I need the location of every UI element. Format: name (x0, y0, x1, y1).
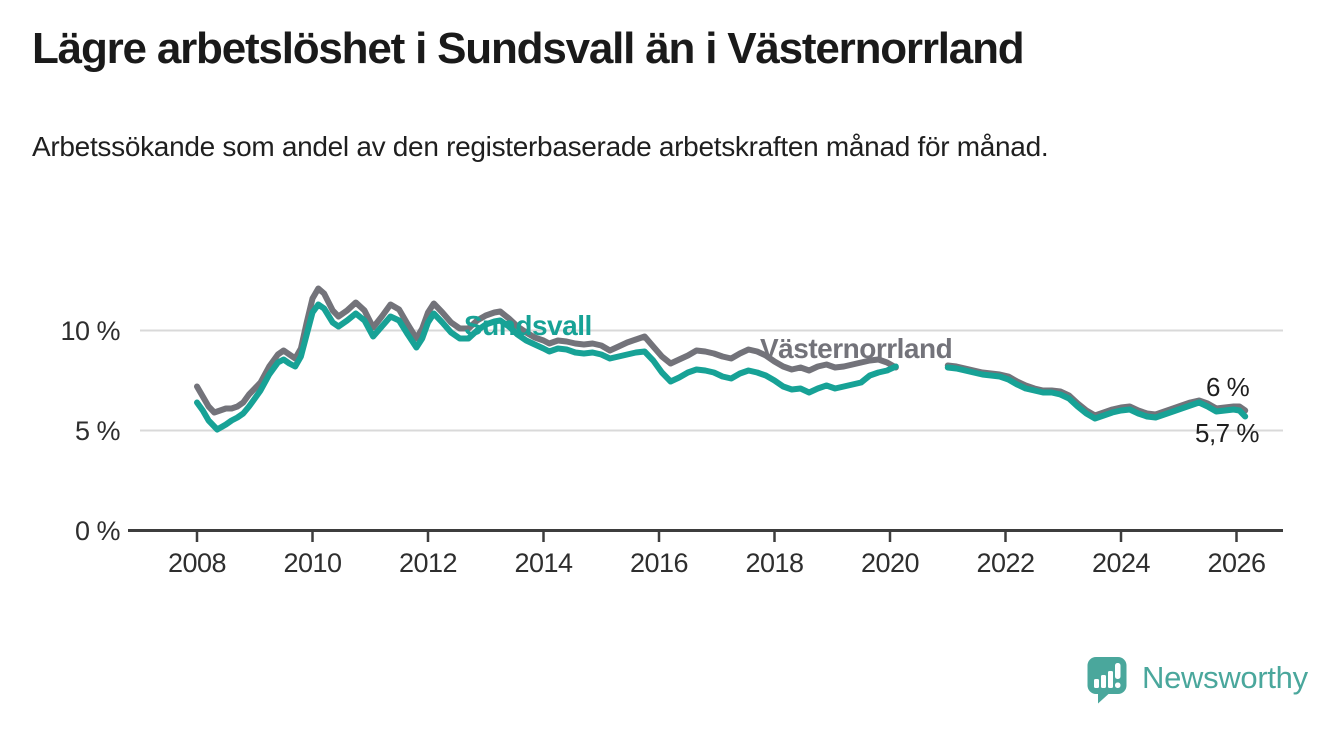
series-label-sundsvall: Sundsvall (464, 310, 592, 341)
x-tick-label-2016: 2016 (629, 548, 689, 578)
end-value-label-sundsvall: 5,7 % (1195, 418, 1260, 448)
x-tick-label-2008: 2008 (167, 548, 227, 578)
x-tick-label-2018: 2018 (745, 548, 804, 578)
x-tick-label-2014: 2014 (514, 548, 573, 578)
västernorrland-line (194, 285, 899, 416)
newsworthy-logo-icon (1087, 657, 1127, 704)
sundsvall-line (194, 301, 899, 433)
x-tick-label-2024: 2024 (1091, 548, 1151, 578)
y-tick-label-10: 10 % (60, 315, 120, 346)
end-value-label-vasternorrland: 6 % (1206, 372, 1250, 402)
x-tick-label-2012: 2012 (398, 548, 458, 578)
page-title: Lägre arbetslöshet i Sundsvall än i Väst… (32, 24, 1025, 73)
x-tick-label-2010: 2010 (283, 548, 342, 578)
x-tick-label-2020: 2020 (860, 548, 920, 578)
newsworthy-brand: Newsworthy (1086, 656, 1308, 706)
x-tick-label-2026: 2026 (1207, 548, 1266, 578)
x-tick-label-2022: 2022 (976, 548, 1035, 578)
series-label-vasternorrland: Västernorrland (760, 333, 953, 364)
y-tick-label-0: 0 % (74, 515, 121, 546)
newsworthy-brand-text: Newsworthy (1142, 660, 1308, 695)
chart-subtitle: Arbetssökande som andel av den registerb… (32, 131, 1049, 162)
sundsvall-line (944, 364, 1249, 422)
y-tick-label-5: 5 % (74, 415, 121, 446)
